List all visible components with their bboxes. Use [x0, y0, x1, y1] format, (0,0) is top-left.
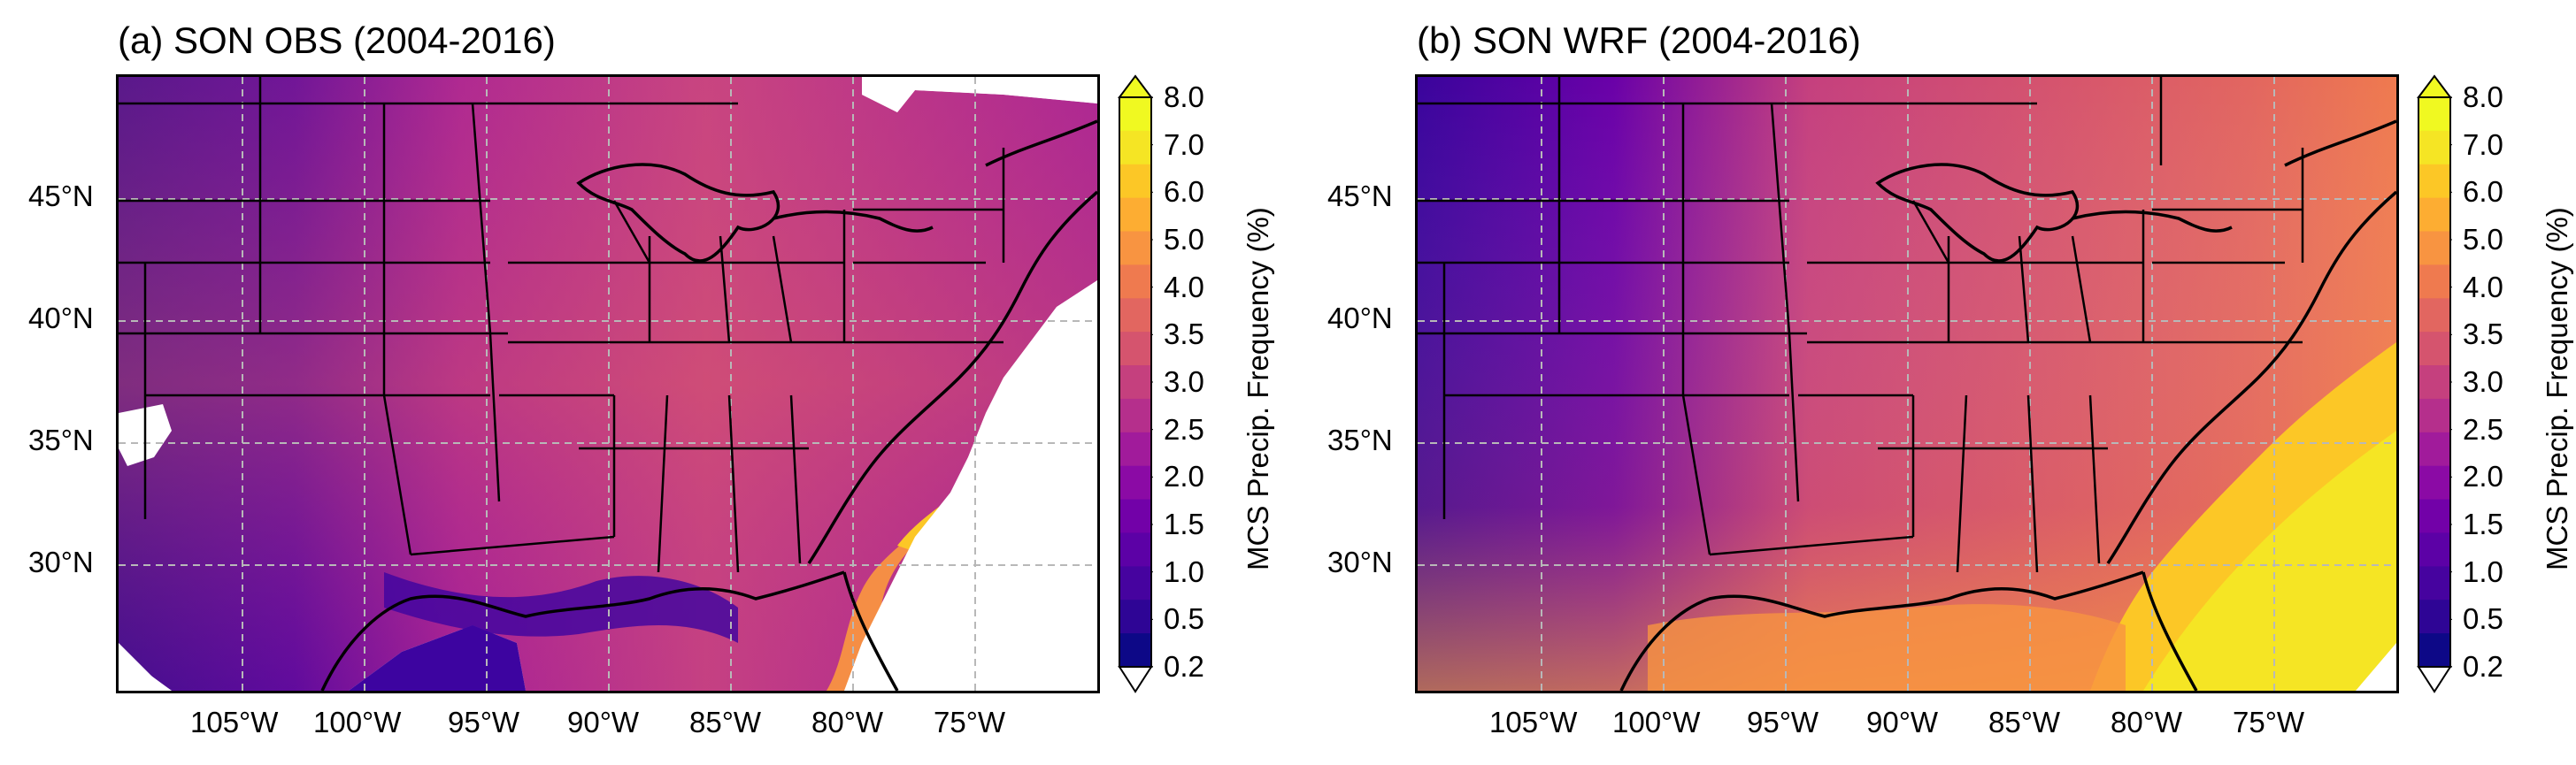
- colorbar-tick-label: 2.5: [2463, 412, 2503, 446]
- lon-label-90: 90°W: [1866, 706, 1939, 738]
- colorbar-segment: [1119, 432, 1151, 467]
- colorbar-segment: [1119, 365, 1151, 400]
- colorbar-segment: [2418, 432, 2450, 467]
- colorbar-segment: [1119, 231, 1151, 265]
- lat-label-40: 40°N: [28, 302, 94, 334]
- colorbar-segment: [2418, 164, 2450, 199]
- lon-label-105: 105°W: [190, 706, 279, 738]
- colorbar-segment: [2418, 130, 2450, 165]
- colorbar-segment: [2418, 298, 2450, 333]
- colorbar-tick-label: 1.0: [1164, 555, 1204, 588]
- lat-label-45: 45°N: [1327, 180, 1393, 212]
- lon-label-105: 105°W: [1489, 706, 1578, 738]
- colorbar-segment: [1119, 600, 1151, 634]
- panel-a-title: (a) SON OBS (2004-2016): [118, 19, 556, 61]
- lon-label-100: 100°W: [1612, 706, 1701, 738]
- colorbar-segment: [2418, 231, 2450, 265]
- lat-label-30: 30°N: [1327, 546, 1393, 578]
- panel-a-colorbar: [1118, 74, 1153, 693]
- colorbar-tick-label: 1.5: [1164, 508, 1204, 540]
- lon-label-85: 85°W: [1988, 706, 2061, 738]
- lat-label-40: 40°N: [1327, 302, 1393, 334]
- panel-a-map-canvas: [119, 77, 1097, 691]
- colorbar-segment: [2418, 633, 2450, 668]
- colorbar-segment: [1119, 633, 1151, 668]
- colorbar-tick-label: 2.0: [1164, 460, 1204, 493]
- coastlines: [1619, 119, 2396, 691]
- panel-b-colorbar: [2417, 74, 2452, 693]
- colorbar-tick-label: 0.2: [1164, 650, 1204, 683]
- colorbar-tick-label: 0.5: [2463, 602, 2503, 636]
- colorbar-tick-label: 3.0: [2463, 365, 2503, 398]
- panel-b-title: (b) SON WRF (2004-2016): [1417, 19, 1861, 61]
- colorbar-tick-label: 3.5: [1164, 317, 1204, 351]
- colorbar-segment: [1119, 532, 1151, 567]
- colorbar-segment: [2418, 97, 2450, 132]
- colorbar-tick-label: 3.5: [2463, 317, 2503, 351]
- colorbar-segment: [1119, 164, 1151, 199]
- lat-label-30: 30°N: [28, 546, 94, 578]
- colorbar-segment: [2418, 197, 2450, 233]
- colorbar-tick-label: 7.0: [1164, 127, 1204, 161]
- lon-label-75: 75°W: [934, 706, 1006, 738]
- colorbar-tick-label: 1.0: [2463, 555, 2503, 588]
- lon-label-95: 95°W: [448, 706, 520, 738]
- colorbar-tick-label: 8.0: [2463, 80, 2503, 113]
- colorbar-tick-label: 1.5: [2463, 508, 2503, 540]
- lon-label-80: 80°W: [2111, 706, 2183, 738]
- colorbar-segment: [2418, 465, 2450, 501]
- colorbar-segment: [2418, 398, 2450, 433]
- lon-label-75: 75°W: [2233, 706, 2305, 738]
- colorbar-segment: [1119, 197, 1151, 233]
- colorbar-segment: [2418, 600, 2450, 634]
- state-borders: [1418, 77, 2304, 573]
- graticule: [1418, 77, 2396, 691]
- colorbar-tick-label: 5.0: [1164, 223, 1204, 256]
- colorbar-segment: [1119, 465, 1151, 501]
- lon-label-80: 80°W: [811, 706, 884, 738]
- lat-label-35: 35°N: [1327, 424, 1393, 456]
- colorbar-segment: [2418, 332, 2450, 366]
- panel-a-map: [116, 74, 1100, 693]
- graticule: [119, 77, 1097, 691]
- colorbar-segment: [1119, 398, 1151, 433]
- colorbar-segment: [1119, 130, 1151, 165]
- colorbar-tick-label: 4.0: [1164, 270, 1204, 303]
- colorbar-segment: [1119, 264, 1151, 299]
- colorbar-tick-label: 4.0: [2463, 270, 2503, 303]
- lon-label-85: 85°W: [689, 706, 762, 738]
- colorbar-tick-label: 6.0: [2463, 175, 2503, 209]
- colorbar-segment: [1119, 97, 1151, 132]
- colorbar-segment: [1119, 332, 1151, 366]
- colorbar-segment: [2418, 532, 2450, 567]
- colorbar-tick-label: 3.0: [1164, 365, 1204, 398]
- colorbar-tick-label: 5.0: [2463, 223, 2503, 256]
- coastlines: [320, 119, 1097, 691]
- lon-label-95: 95°W: [1747, 706, 1819, 738]
- lon-label-100: 100°W: [313, 706, 402, 738]
- colorbar-tick-label: 7.0: [2463, 127, 2503, 161]
- colorbar-segment: [2418, 264, 2450, 299]
- gulf-stream-band: [827, 413, 995, 691]
- lat-label-45: 45°N: [28, 180, 94, 212]
- colorbar-tick-label: 0.5: [1164, 602, 1204, 636]
- colorbar-tick-label: 6.0: [1164, 175, 1204, 209]
- colorbar-segment: [2418, 365, 2450, 400]
- colorbar-tick-label: 0.2: [2463, 650, 2503, 683]
- lat-label-35: 35°N: [28, 424, 94, 456]
- lon-label-90: 90°W: [567, 706, 640, 738]
- colorbar-tick-label: 8.0: [1164, 80, 1204, 113]
- panel-b-colorbar-label: MCS Precip. Frequency (%): [2541, 207, 2573, 570]
- colorbar-tick-label: 2.5: [1164, 412, 1204, 446]
- panel-b-map: [1415, 74, 2399, 693]
- panel-b-map-canvas: [1418, 77, 2396, 691]
- colorbar-segment: [2418, 499, 2450, 533]
- colorbar-segment: [1119, 499, 1151, 533]
- panel-a-colorbar-label: MCS Precip. Frequency (%): [1242, 207, 1274, 570]
- colorbar-segment: [2418, 566, 2450, 601]
- state-borders: [119, 77, 1005, 573]
- colorbar-segment: [1119, 298, 1151, 333]
- colorbar-tick-label: 2.0: [2463, 460, 2503, 493]
- colorbar-segment: [1119, 566, 1151, 601]
